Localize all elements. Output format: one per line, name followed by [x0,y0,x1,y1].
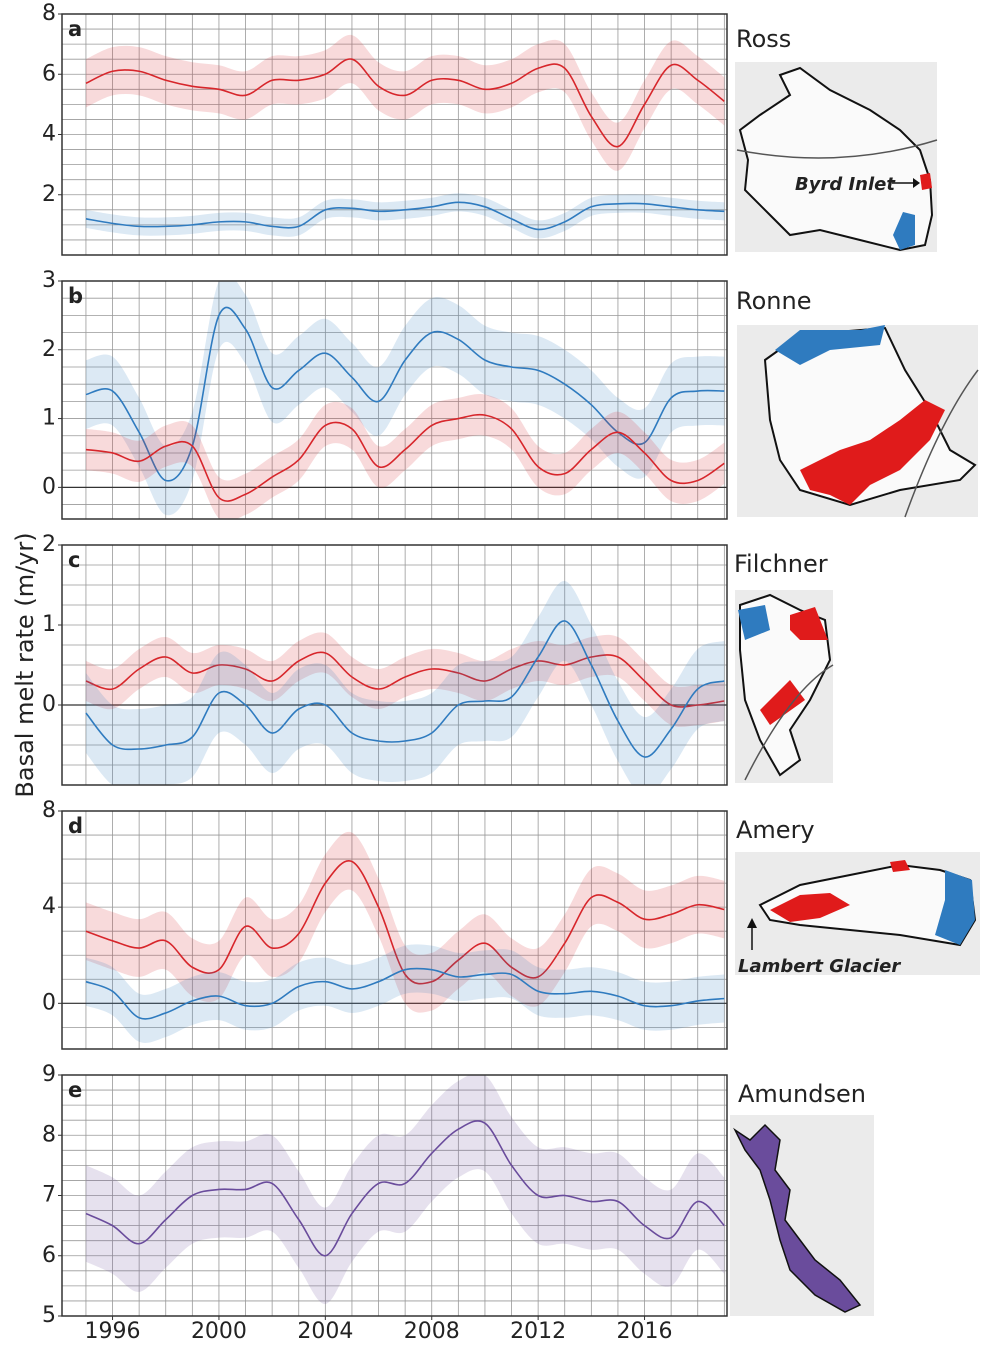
y-tick-label: 1 [42,612,56,637]
panel-title: Amundsen [738,1080,866,1108]
panel-label: b [68,284,83,308]
y-tick-label: 0 [42,474,56,499]
y-tick-label: 2 [42,337,56,362]
figure: Basal melt rate (m/yr) 2468aRoss [0,0,981,1346]
panel-title: Filchner [734,550,828,578]
x-tick-label: 2000 [191,1319,247,1344]
y-tick-label: 1 [42,406,56,431]
y-axis-label: Basal melt rate (m/yr) [11,532,39,797]
y-tick-label: 7 [42,1183,56,1208]
map-ronne [737,325,978,517]
y-tick-label: 8 [42,1,56,26]
x-tick-label: 2008 [404,1319,460,1344]
y-tick-label: 5 [42,1303,56,1328]
y-tick-label: 6 [42,61,56,86]
y-tick-label: 6 [42,1243,56,1268]
panel-title: Ronne [736,287,811,315]
y-tick-label: 2 [42,532,56,557]
x-tick-label: 1996 [85,1319,141,1344]
map-annotation: Lambert Glacier [738,956,901,977]
panel-title: Amery [736,816,815,844]
map-filchner [735,590,833,783]
x-tick-label: 2012 [510,1319,566,1344]
y-tick-label: 4 [42,894,56,919]
x-tick-label: 2004 [297,1319,353,1344]
x-tick-label: 2016 [617,1319,673,1344]
map-annotation: Byrd Inlet [795,174,896,195]
y-tick-label: 8 [42,1122,56,1147]
y-tick-label: 8 [42,798,56,823]
panel-title: Ross [736,25,791,53]
map-amundsen [730,1115,874,1316]
y-tick-label: 2 [42,182,56,207]
y-tick-label: 9 [42,1062,56,1087]
y-tick-label: 0 [42,990,56,1015]
y-tick-label: 4 [42,122,56,147]
panel-label: d [68,814,83,838]
panel-label: e [68,1078,82,1102]
panel-label: a [68,17,82,41]
panel-label: c [68,548,80,572]
y-tick-label: 3 [42,268,56,293]
y-tick-label: 0 [42,692,56,717]
map-ross [735,62,937,252]
